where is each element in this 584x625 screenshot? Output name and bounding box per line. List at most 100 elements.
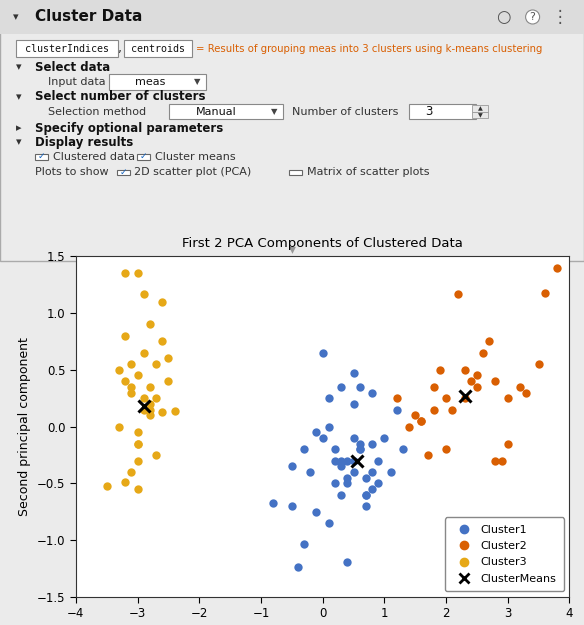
- Text: ▾: ▾: [16, 62, 22, 72]
- Point: [380, 433, 389, 443]
- Point: [114, 421, 124, 431]
- Point: [145, 319, 155, 329]
- Point: [151, 450, 161, 460]
- Text: Number of clusters: Number of clusters: [292, 106, 398, 116]
- Point: [287, 461, 297, 471]
- Text: ▾: ▾: [16, 138, 22, 148]
- Text: 2D scatter plot (PCA): 2D scatter plot (PCA): [134, 168, 252, 177]
- Point: [534, 359, 543, 369]
- Point: [349, 456, 358, 466]
- Point: [318, 348, 327, 358]
- Point: [361, 472, 370, 482]
- Point: [127, 388, 136, 398]
- Point: [361, 490, 370, 500]
- Text: Plots to show: Plots to show: [35, 168, 109, 177]
- Bar: [35, 154, 48, 159]
- Point: [318, 433, 327, 443]
- Bar: [472, 112, 488, 118]
- Text: = Results of grouping meas into 3 clusters using k-means clustering: = Results of grouping meas into 3 cluste…: [196, 44, 542, 54]
- Point: [164, 353, 173, 363]
- Point: [367, 388, 377, 398]
- Point: [151, 359, 161, 369]
- Point: [411, 410, 420, 420]
- Point: [300, 444, 309, 454]
- Point: [343, 557, 352, 567]
- Point: [367, 484, 377, 494]
- Point: [305, 467, 315, 477]
- Point: [349, 433, 358, 443]
- Bar: [289, 169, 302, 175]
- Point: [416, 416, 426, 426]
- Text: Selection method: Selection method: [48, 106, 146, 116]
- Point: [120, 376, 130, 386]
- Point: [392, 393, 401, 403]
- Text: ⋮: ⋮: [551, 8, 568, 26]
- Text: ✓: ✓: [140, 152, 147, 161]
- Point: [349, 368, 358, 378]
- Text: ▼: ▼: [271, 107, 278, 116]
- Text: ▲: ▲: [478, 106, 482, 111]
- Point: [454, 289, 463, 299]
- Point: [392, 404, 401, 414]
- Point: [170, 406, 179, 416]
- Text: Specify optional parameters: Specify optional parameters: [35, 121, 223, 134]
- Point: [139, 289, 148, 299]
- Point: [423, 450, 432, 460]
- Point: [331, 456, 340, 466]
- Point: [102, 481, 112, 491]
- Point: [515, 382, 524, 392]
- Point: [343, 472, 352, 482]
- Text: Input data: Input data: [48, 76, 106, 86]
- Point: [331, 478, 340, 488]
- Text: ▾: ▾: [288, 242, 296, 256]
- Point: [120, 268, 130, 278]
- Point: [324, 518, 333, 528]
- Point: [435, 365, 444, 375]
- Point: [503, 393, 512, 403]
- Point: [429, 404, 439, 414]
- Text: Display results: Display results: [35, 136, 133, 149]
- Text: ▼: ▼: [194, 78, 201, 86]
- Point: [361, 490, 370, 500]
- Point: [355, 444, 364, 454]
- Point: [552, 262, 562, 272]
- Point: [416, 416, 426, 426]
- Point: [540, 288, 550, 298]
- Point: [114, 365, 124, 375]
- Point: [120, 478, 130, 488]
- Point: [158, 336, 167, 346]
- FancyBboxPatch shape: [109, 74, 206, 89]
- Bar: [0, 0, 584, 34]
- Title: First 2 PCA Components of Clustered Data: First 2 PCA Components of Clustered Data: [182, 236, 463, 249]
- Point: [120, 331, 130, 341]
- Text: Matrix of scatter plots: Matrix of scatter plots: [307, 168, 429, 177]
- Point: [269, 498, 278, 508]
- Point: [404, 421, 413, 431]
- Text: ▾: ▾: [16, 92, 22, 102]
- Point: [324, 421, 333, 431]
- Point: [127, 382, 136, 392]
- Text: centroids: centroids: [131, 44, 185, 54]
- Point: [133, 268, 142, 278]
- Point: [336, 382, 346, 392]
- Point: [127, 359, 136, 369]
- Text: ▾: ▾: [13, 12, 19, 22]
- FancyBboxPatch shape: [409, 104, 476, 119]
- Text: Select number of clusters: Select number of clusters: [35, 90, 206, 103]
- Point: [349, 467, 358, 477]
- Point: [151, 393, 161, 403]
- Point: [158, 297, 167, 307]
- Point: [429, 382, 439, 392]
- Point: [293, 562, 303, 572]
- Point: [355, 439, 364, 449]
- Legend: Cluster1, Cluster2, Cluster3, ClusterMeans: Cluster1, Cluster2, Cluster3, ClusterMea…: [444, 518, 564, 591]
- Point: [374, 456, 383, 466]
- Text: ▸: ▸: [16, 123, 22, 133]
- Text: 3: 3: [426, 105, 433, 118]
- Text: Select data: Select data: [35, 61, 110, 74]
- Point: [312, 507, 321, 517]
- Point: [447, 404, 457, 414]
- Point: [491, 456, 500, 466]
- Point: [133, 439, 142, 449]
- FancyBboxPatch shape: [124, 40, 192, 58]
